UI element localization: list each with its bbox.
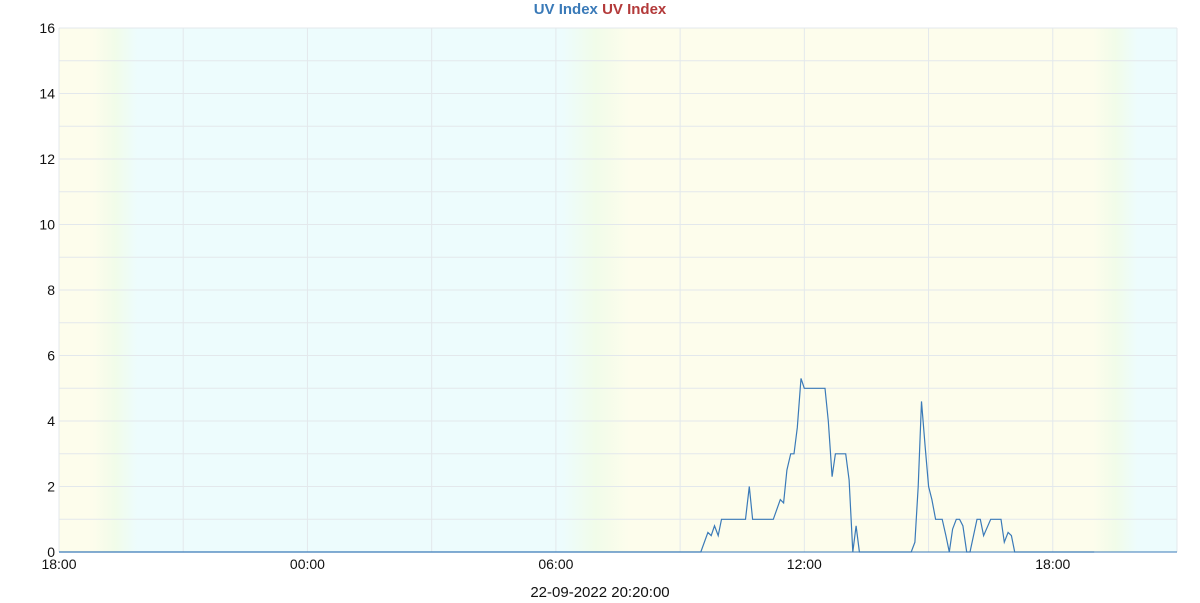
- grid-lines: [58, 27, 1178, 553]
- y-tick-label: 2: [47, 479, 55, 495]
- x-tick-label: 18:00: [1035, 556, 1070, 572]
- x-tick-label: 18:00: [41, 556, 76, 572]
- x-tick-label: 00:00: [290, 556, 325, 572]
- y-tick-label: 14: [39, 86, 55, 102]
- y-tick-label: 10: [39, 217, 55, 233]
- y-tick-label: 4: [47, 413, 55, 429]
- y-tick-label: 12: [39, 151, 55, 167]
- x-tick-label: 06:00: [538, 556, 573, 572]
- x-axis-ticks: 18:00 00:00 06:00 12:00 18:00: [41, 556, 1070, 572]
- uv-index-series-line: [59, 378, 1095, 553]
- y-tick-label: 16: [39, 20, 55, 36]
- x-tick-label: 12:00: [787, 556, 822, 572]
- chart-title-part-1: UV Index: [533, 1, 598, 18]
- timestamp-label: 22-09-2022 20:20:00: [530, 584, 670, 601]
- y-axis-ticks: 0 2 4 6 8 10 12 14 16: [39, 20, 55, 560]
- y-tick-label: 6: [47, 348, 55, 364]
- y-tick-label: 0: [47, 544, 55, 560]
- chart-title: UV Index UV Index: [0, 0, 1200, 20]
- y-tick-label: 8: [47, 282, 55, 298]
- chart-title-part-2: UV Index: [602, 1, 667, 18]
